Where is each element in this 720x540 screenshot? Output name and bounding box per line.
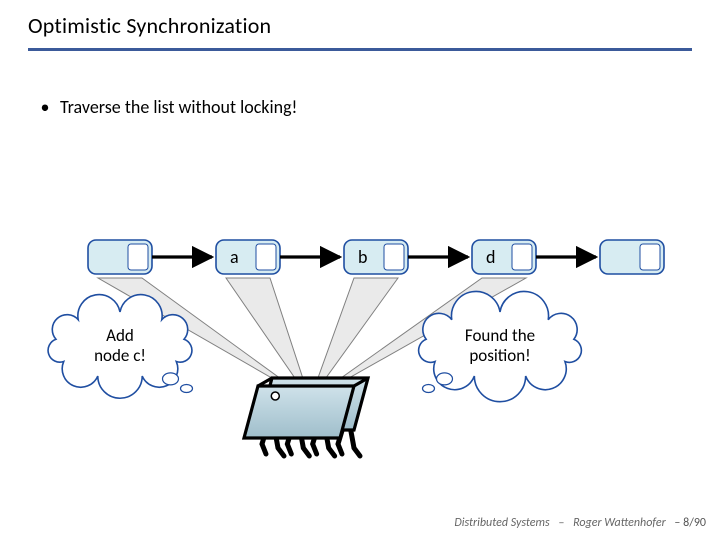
list-node-b: b (344, 240, 408, 274)
list-node-head (88, 240, 152, 274)
svg-text:position!: position! (469, 345, 530, 366)
footer-page: – 8/90 (674, 516, 706, 530)
svg-text:Found the: Found the (465, 325, 535, 346)
svg-text:Add: Add (106, 325, 134, 346)
list-node-a: a (216, 240, 280, 274)
slide-footer: Distributed Systems – Roger Wattenhofer … (454, 516, 706, 530)
footer-course: Distributed Systems (454, 516, 549, 530)
diagram-svg: a b d Addnode c! Found theposition! (0, 0, 720, 540)
list-node-d: d (472, 240, 536, 274)
footer-author: Roger Wattenhofer (573, 516, 666, 530)
list-node-label: b (358, 246, 367, 268)
chip-icon (244, 378, 368, 456)
list-node-label: a (230, 246, 239, 268)
list-node-label: d (486, 246, 495, 268)
svg-text:node c!: node c! (94, 345, 146, 366)
footer-sep: – (558, 516, 564, 530)
list-node-tail (600, 240, 664, 274)
